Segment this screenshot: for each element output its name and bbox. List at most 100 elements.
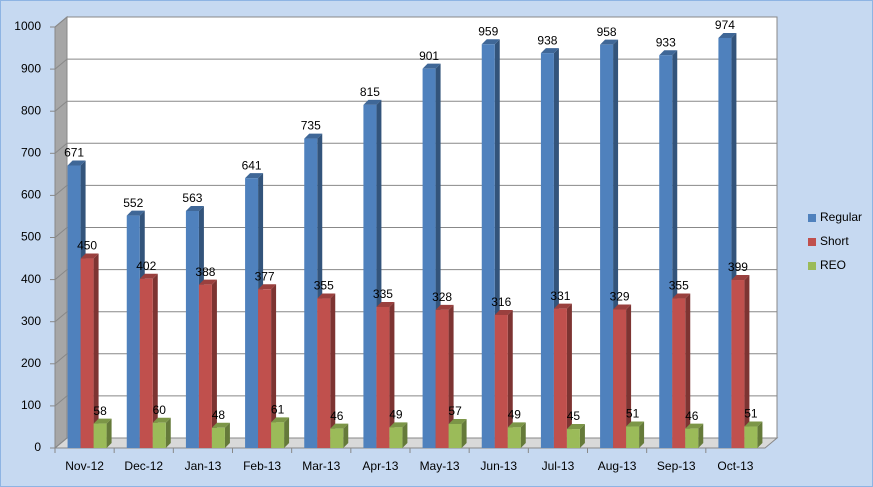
bar-face — [67, 165, 81, 448]
bar-face — [389, 427, 403, 448]
bar — [152, 417, 171, 448]
bar-top — [245, 173, 264, 179]
bar-top — [389, 422, 408, 428]
y-tick-label: 900 — [21, 61, 41, 75]
bar-face — [448, 424, 462, 448]
bar-face — [376, 306, 390, 448]
bar-top — [139, 273, 158, 279]
data-label: 938 — [537, 33, 557, 47]
data-label: 328 — [432, 290, 452, 304]
bar-side — [284, 417, 290, 448]
grid-line-side — [54, 100, 68, 112]
data-label: 61 — [271, 402, 285, 416]
bar-face — [744, 426, 758, 448]
bar-face — [198, 284, 212, 448]
bar-top — [566, 424, 585, 430]
data-label: 402 — [136, 259, 156, 273]
bar — [744, 421, 763, 448]
bar-top — [317, 293, 336, 299]
bar — [317, 293, 336, 448]
bar — [494, 309, 513, 448]
y-tick-label: 600 — [21, 188, 41, 202]
bar — [672, 293, 691, 448]
bar-face — [507, 427, 521, 448]
bar — [376, 301, 395, 448]
x-tick-label: Mar-13 — [302, 459, 340, 473]
bar-top — [185, 205, 204, 211]
bar-top — [330, 423, 349, 429]
bar-face — [731, 280, 745, 448]
bar — [389, 422, 408, 448]
data-label: 815 — [360, 85, 380, 99]
bar-side — [93, 253, 99, 448]
bar-top — [553, 303, 572, 309]
bar-top — [198, 279, 217, 285]
data-label: 46 — [330, 409, 344, 423]
legend-swatch — [808, 214, 816, 222]
data-label: 60 — [153, 403, 167, 417]
bar-face — [211, 427, 225, 448]
bar-side — [448, 304, 454, 448]
bar — [258, 284, 277, 448]
bar-top — [481, 39, 500, 45]
data-label: 48 — [212, 408, 226, 422]
bar-side — [224, 422, 230, 448]
bar-top — [744, 421, 763, 427]
bar-top — [422, 63, 441, 69]
bar-face — [363, 104, 377, 448]
bar-face — [685, 428, 699, 448]
bar-side — [639, 421, 645, 448]
bar-side — [343, 423, 349, 448]
bar — [139, 273, 158, 448]
bar-top — [304, 133, 323, 139]
y-tick-label: 0 — [34, 440, 41, 454]
y-tick-label: 400 — [21, 272, 41, 286]
grid-line-side — [54, 227, 68, 238]
bar-side — [626, 304, 632, 448]
data-label: 45 — [567, 409, 581, 423]
grid-line-side — [54, 353, 68, 365]
data-label: 49 — [389, 408, 403, 422]
bar-side — [757, 421, 763, 448]
bar — [507, 422, 526, 448]
grid-line-side — [54, 437, 68, 449]
data-label: 959 — [478, 24, 498, 38]
bar-face — [271, 422, 285, 448]
bar-top — [718, 32, 737, 38]
bar-face — [659, 55, 673, 448]
bar-face — [126, 215, 140, 448]
bar-face — [139, 278, 153, 448]
bar-side — [461, 419, 467, 448]
grid-line-side — [54, 58, 68, 70]
bar-top — [613, 304, 632, 310]
bar-face — [600, 44, 614, 448]
bar-top — [152, 417, 171, 423]
bar-face — [152, 422, 166, 448]
data-label: 51 — [744, 407, 758, 421]
grid-line-side — [54, 269, 68, 280]
bar-top — [211, 422, 230, 428]
data-label: 388 — [195, 265, 215, 279]
bar-side — [507, 309, 513, 448]
data-label: 671 — [64, 146, 84, 160]
bar-face — [540, 53, 554, 449]
x-tick-label: Dec-12 — [124, 459, 163, 473]
data-label: 735 — [301, 119, 321, 133]
bar-top — [685, 423, 704, 429]
legend-label: REO — [820, 258, 846, 272]
bar-face — [481, 44, 495, 449]
data-label: 974 — [715, 18, 735, 32]
bar-side — [271, 284, 277, 448]
bar — [435, 304, 454, 448]
data-label: 58 — [93, 404, 107, 418]
data-label: 355 — [669, 279, 689, 293]
bar-top — [126, 210, 145, 216]
data-label: 958 — [597, 25, 617, 39]
data-label: 316 — [491, 295, 511, 309]
bar-side — [698, 423, 704, 448]
grid-line-side — [54, 395, 68, 407]
data-label: 377 — [255, 269, 275, 283]
bar — [626, 421, 645, 448]
bar-top — [435, 304, 454, 310]
